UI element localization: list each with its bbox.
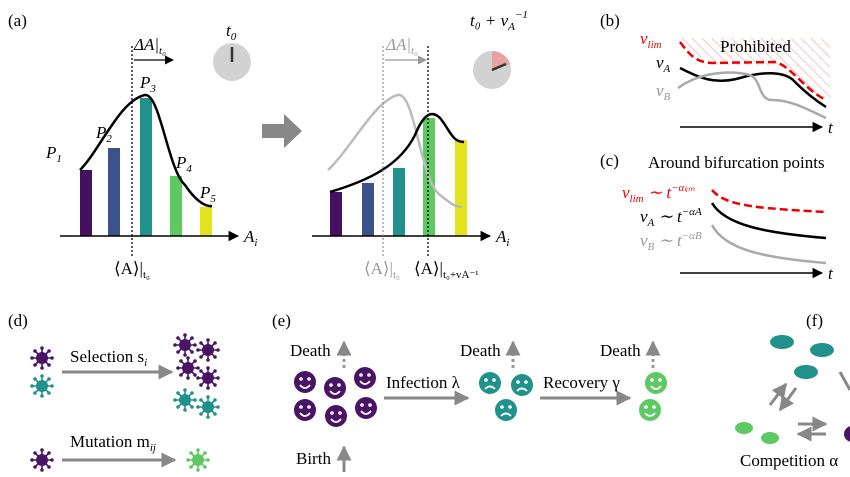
panel-label: (b) — [600, 11, 620, 30]
curve-label: vB — [656, 81, 671, 103]
scaling-label: vB ∼ t−αB — [640, 230, 702, 253]
mean-label: ⟨A⟩|t₀ — [364, 259, 400, 281]
mean-label: ⟨A⟩|t₀ — [114, 259, 150, 281]
panel-label: (f) — [806, 311, 823, 330]
axis-label: Ai — [243, 227, 257, 249]
panel-label: (c) — [600, 151, 619, 170]
panel-a-right: ΔA|t₀ t₀ + vA−1 Ai ⟨A⟩|t₀ ⟨A⟩|t₀+vA⁻¹ — [312, 9, 528, 281]
process-label: Selection si — [70, 347, 147, 369]
clock-label: t0 — [226, 21, 237, 43]
process-label: Mutation mij — [70, 432, 156, 454]
freq-label: P3 — [139, 73, 156, 95]
death-label: Death — [290, 341, 331, 360]
process-label: Infection λ — [386, 373, 461, 392]
clock-label: t₀ + vA−1 — [470, 9, 528, 33]
mean-label: ⟨A⟩|t₀+vA⁻¹ — [414, 259, 479, 281]
panel-a-left: P1 P2 P3 P4 P5 ΔA|t₀ t0 Ai ⟨A⟩|t₀ — [45, 21, 257, 281]
figure: (a) (b) (c) (d) (e) (f) P1 P2 P3 P4 P5 Δ… — [0, 0, 850, 477]
birth-label: Birth — [296, 449, 331, 468]
panel-d: Selection si Mutation mij — [30, 333, 220, 472]
curve-label: vA — [656, 53, 671, 75]
freq-label: P4 — [175, 153, 192, 175]
panel-b: vlim vA vB Prohibited t — [640, 29, 834, 137]
delta-label: ΔA|t₀ — [385, 35, 418, 57]
panel-e: Death Death Death Birth Infection λ Reco… — [290, 341, 667, 472]
region-label: Prohibited — [720, 37, 791, 56]
scaling-label: vlim ∼ t−αₗᵢₘ — [622, 182, 695, 205]
panel-label: (e) — [272, 311, 291, 330]
process-label: Recovery γ — [543, 373, 620, 392]
death-label: Death — [600, 341, 641, 360]
panel-f: Competition α — [735, 335, 850, 470]
axis-label: Ai — [495, 227, 509, 249]
death-label: Death — [460, 341, 501, 360]
axis-label: t — [828, 264, 834, 283]
axis-label: t — [828, 118, 834, 137]
process-label: Competition α — [740, 451, 838, 470]
curve-label: vlim — [640, 29, 662, 51]
panel-title: Around bifurcation points — [648, 153, 825, 172]
delta-label: ΔA|t₀ — [133, 35, 166, 57]
panel-label: (a) — [8, 11, 27, 30]
panel-c: Around bifurcation points vlim ∼ t−αₗᵢₘ … — [622, 153, 834, 283]
panel-label: (d) — [8, 311, 28, 330]
scaling-label: vA ∼ t−αA — [640, 206, 702, 229]
freq-label: P5 — [199, 183, 216, 205]
freq-label: P1 — [45, 143, 62, 165]
transition-arrow — [262, 114, 302, 148]
